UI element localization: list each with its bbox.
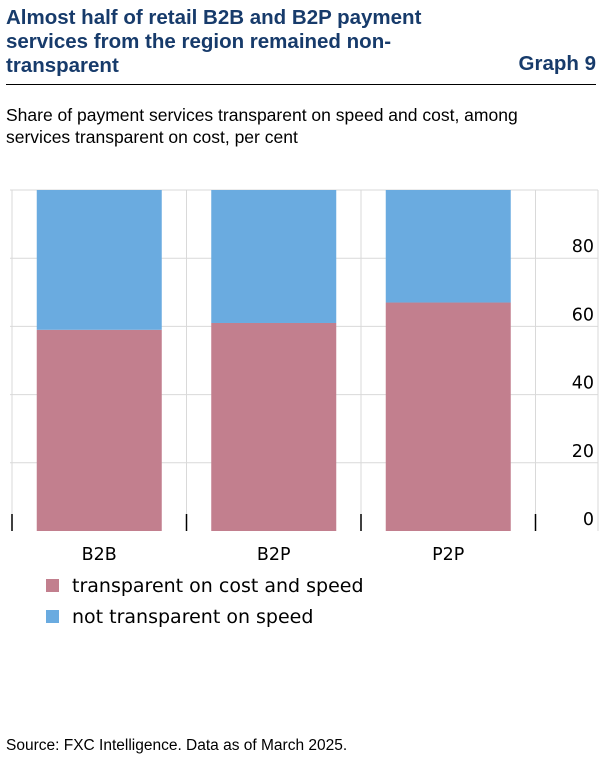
axis-layer: B2B B2P P2P 0 20 40 60 80 <box>11 237 594 565</box>
bar-b2b-transparent <box>36 329 162 531</box>
legend-label: transparent on cost and speed <box>72 575 364 597</box>
source-note: Source: FXC Intelligence. Data as of Mar… <box>6 737 348 754</box>
chart-subtitle: Share of payment services transparent on… <box>6 105 518 147</box>
graph-label: Graph 9 <box>518 52 596 75</box>
y-tick-label: 40 <box>572 374 594 394</box>
x-tick-label: P2P <box>432 545 464 565</box>
bar-b2b-not-transparent <box>36 190 162 330</box>
bar-p2p-not-transparent <box>385 190 511 303</box>
legend-label: not transparent on speed <box>72 606 313 628</box>
y-tick-label: 80 <box>572 237 594 257</box>
bar-layer <box>36 190 511 531</box>
legend-swatch-transparent <box>46 579 59 592</box>
x-tick-label: B2B <box>82 545 117 565</box>
bar-b2p-transparent <box>211 322 337 531</box>
legend-swatch-not-transparent <box>46 610 59 623</box>
title-block: Almost half of retail B2B and B2P paymen… <box>6 6 596 78</box>
bar-p2p-transparent <box>385 302 511 531</box>
chart-title: Almost half of retail B2B and B2P paymen… <box>6 6 422 77</box>
y-tick-label: 20 <box>572 442 594 462</box>
legend: transparent on cost and speed not transpa… <box>46 575 364 628</box>
y-tick-label: 60 <box>572 305 594 325</box>
title-divider <box>6 84 596 85</box>
bar-b2p-not-transparent <box>211 190 337 323</box>
x-tick-label: B2P <box>257 545 291 565</box>
y-tick-label: 0 <box>583 510 594 530</box>
